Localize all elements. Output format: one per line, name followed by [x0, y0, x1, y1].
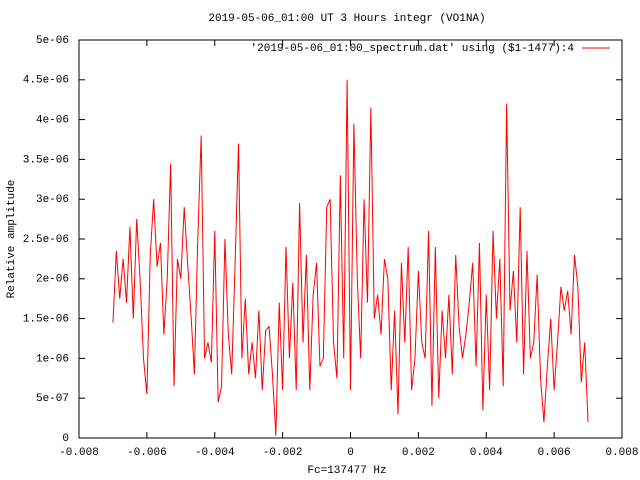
y-tick-label: 5e-07 [36, 393, 69, 405]
x-tick-label: -0.006 [127, 447, 167, 459]
x-tick-label: 0.004 [470, 447, 503, 459]
x-tick-label: 0.002 [402, 447, 435, 459]
y-axis-label: Relative amplitude [6, 180, 18, 299]
y-tick-label: 2.5e-06 [23, 234, 69, 246]
x-tick-label: -0.004 [195, 447, 235, 459]
y-tick-label: 3.5e-06 [23, 154, 69, 166]
y-tick-label: 4.5e-06 [23, 75, 69, 87]
x-tick-label: 0 [347, 447, 354, 459]
x-tick-label: -0.002 [263, 447, 303, 459]
x-tick-label: -0.008 [59, 447, 99, 459]
x-tick-label: 0.008 [605, 447, 638, 459]
y-tick-label: 2e-06 [36, 274, 69, 286]
y-tick-label: 3e-06 [36, 194, 69, 206]
chart-title: 2019-05-06_01:00 UT 3 Hours integr (VO1N… [208, 13, 485, 25]
x-tick-label: 0.006 [538, 447, 571, 459]
data-line [112, 79, 589, 436]
legend-label: '2019-05-06_01:00_spectrum.dat' using ($… [251, 43, 575, 55]
y-tick-label: 1e-06 [36, 353, 69, 365]
y-tick-label: 1.5e-06 [23, 314, 69, 326]
x-axis-label: Fc=137477 Hz [307, 465, 386, 477]
y-tick-label: 5e-06 [36, 35, 69, 47]
y-tick-label: 0 [62, 433, 69, 445]
y-tick-label: 4e-06 [36, 115, 69, 127]
